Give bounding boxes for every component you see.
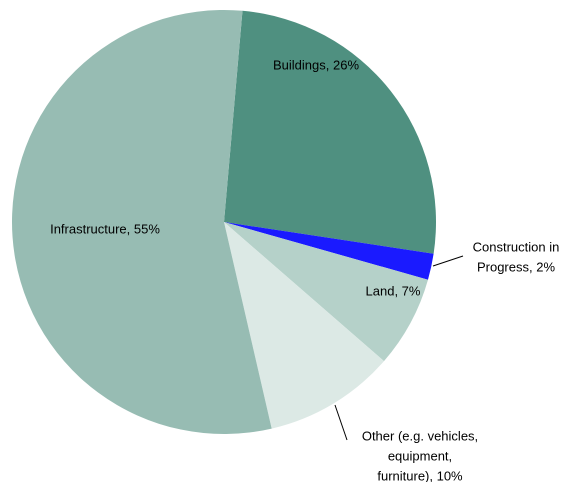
data-label: equipment, — [388, 448, 452, 463]
data-label: Progress, 2% — [477, 259, 555, 274]
data-label: Construction in — [473, 239, 560, 254]
pie-slice — [224, 222, 434, 280]
pie-slice — [224, 222, 428, 362]
data-label: Infrastructure, 55% — [50, 221, 160, 236]
leader-line — [334, 404, 348, 441]
pie-slice — [224, 10, 437, 254]
pie — [12, 10, 437, 435]
data-label: Other (e.g. vehicles, — [362, 428, 478, 443]
leader-line — [432, 255, 464, 267]
data-label: Land, 7% — [366, 283, 421, 298]
data-label: Buildings, 26% — [273, 57, 359, 72]
pie-slice — [224, 222, 384, 429]
data-label: furniture), 10% — [377, 468, 463, 482]
pie-slice — [12, 10, 272, 435]
